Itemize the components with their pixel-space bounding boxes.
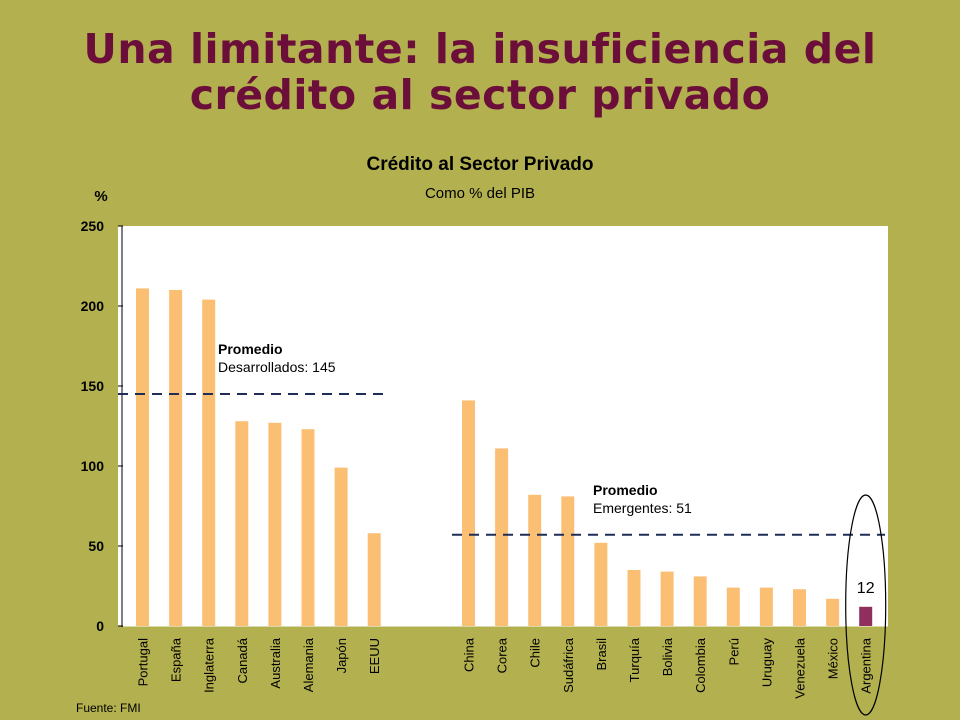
x-tick-label: España [169,637,184,682]
y-tick-label: 100 [81,458,105,474]
average-label-value: Emergentes: 51 [593,500,692,516]
slide-title-line-2: crédito al sector privado [189,71,771,119]
slide-title: Una limitante: la insuficiencia del créd… [0,26,960,118]
highlight-value-label: 12 [857,580,875,597]
bar [561,496,575,626]
bar [495,448,509,626]
bar [462,400,475,626]
bar [301,429,315,626]
x-tick-label: Argentina [859,637,874,693]
x-tick-label: Uruguay [759,638,774,688]
x-tick-label: Venezuela [793,637,808,698]
x-tick-label: Brasil [594,638,609,671]
chart-title: Crédito al Sector Privado [366,154,593,175]
y-tick-label: 0 [96,618,104,634]
x-tick-label: Australia [268,637,283,688]
x-tick-label: Portugal [136,638,151,687]
bar [136,288,149,626]
bar [726,587,740,626]
x-tick-label: Perú [726,638,741,665]
x-tick-label: Colombia [693,637,708,693]
bar [793,589,806,626]
x-tick-label: México [826,638,841,679]
bar [367,533,381,626]
x-tick-label: EEUU [367,638,382,674]
bar [660,571,674,626]
x-tick-label: Canadá [235,637,250,683]
bar [859,606,873,626]
x-tick-label: China [462,637,477,672]
x-tick-label: Corea [495,637,510,673]
bar [826,598,840,626]
x-tick-label: Sudáfrica [561,637,576,693]
bar [594,542,608,626]
x-tick-label: Alemania [301,637,316,692]
slide-title-line-1: Una limitante: la insuficiencia del [83,25,877,73]
bar [268,422,282,626]
bar [627,570,641,626]
source-note: Fuente: FMI [76,701,141,715]
average-label-title: Promedio [218,341,283,357]
x-tick-label: Japón [334,638,349,673]
chart-subtitle: Como % del PIB [425,185,535,202]
bar [759,587,773,626]
x-tick-label: Turquía [627,637,642,682]
average-label-title: Promedio [593,482,658,498]
y-axis-label: % [94,188,107,205]
y-tick-label: 50 [88,538,104,554]
x-tick-label: Chile [528,638,543,668]
bar [334,467,348,626]
bar [528,494,542,626]
x-tick-label: Bolivia [660,637,675,676]
y-tick-label: 150 [81,378,105,394]
y-tick-label: 250 [81,218,105,234]
y-tick-label: 200 [81,298,105,314]
bar [202,299,216,626]
x-tick-label: Inglaterra [202,637,217,693]
bar [235,421,249,626]
average-label-value: Desarrollados: 145 [218,359,336,375]
highlight-ellipse [845,494,887,716]
bar [693,576,707,626]
bar [169,290,183,626]
